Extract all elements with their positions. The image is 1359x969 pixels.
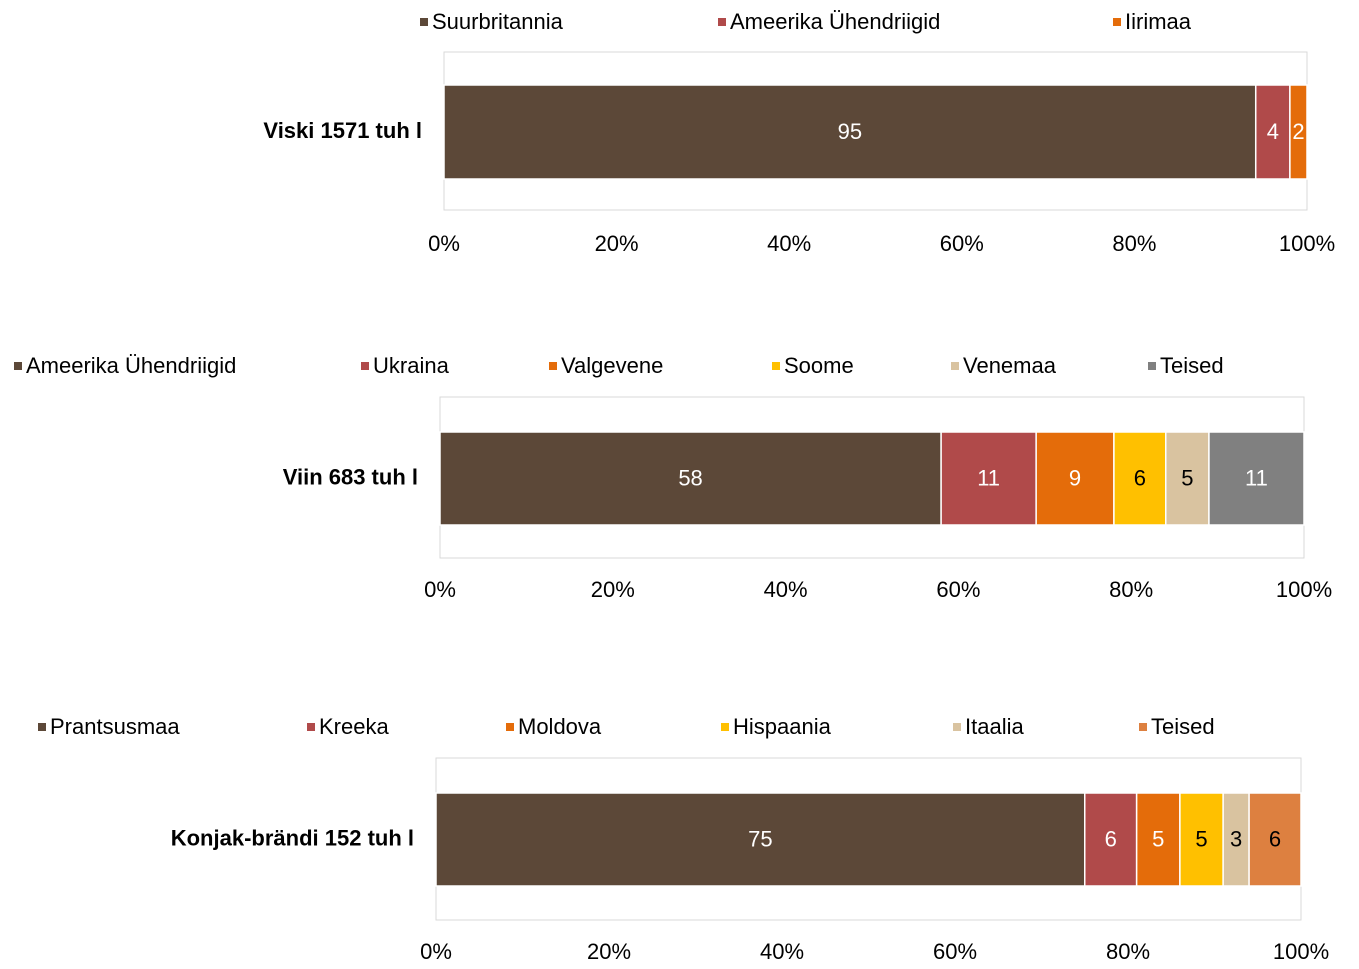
legend-label: Ameerika Ühendriigid <box>730 9 940 34</box>
data-label: 6 <box>1134 465 1146 490</box>
x-tick-label: 100% <box>1273 939 1329 964</box>
legend-label: Itaalia <box>965 714 1024 739</box>
x-tick-label: 100% <box>1276 577 1332 602</box>
category-label: Viin 683 tuh l <box>283 464 418 489</box>
legend-marker <box>772 362 780 370</box>
legend-marker <box>1148 362 1156 370</box>
x-tick-label: 20% <box>587 939 631 964</box>
legend-marker <box>721 723 729 731</box>
x-tick-label: 0% <box>420 939 452 964</box>
x-tick-label: 80% <box>1106 939 1150 964</box>
legend-marker <box>420 18 428 26</box>
legend-marker <box>953 723 961 731</box>
data-label: 9 <box>1069 465 1081 490</box>
bar-segment <box>1222 792 1250 887</box>
legend-label: Ukraina <box>373 353 450 378</box>
data-label: 11 <box>977 465 1000 490</box>
bar-segment <box>1248 792 1302 887</box>
x-tick-label: 40% <box>764 577 808 602</box>
bar-segment <box>439 431 942 526</box>
legend-marker <box>1113 18 1121 26</box>
x-tick-label: 40% <box>767 231 811 256</box>
legend-marker <box>14 362 22 370</box>
legend-marker <box>361 362 369 370</box>
legend-label: Hispaania <box>733 714 832 739</box>
legend-marker <box>718 18 726 26</box>
legend-label: Ameerika Ühendriigid <box>26 353 236 378</box>
bar-segment <box>1208 431 1305 526</box>
legend-label: Suurbritannia <box>432 9 564 34</box>
legend-label: Teised <box>1160 353 1224 378</box>
bar-segment <box>1113 431 1167 526</box>
category-label: Viski 1571 tuh l <box>263 118 422 143</box>
legend-label: Venemaa <box>963 353 1057 378</box>
legend-label: Iirimaa <box>1125 9 1192 34</box>
data-label: 6 <box>1269 826 1281 851</box>
data-label: 5 <box>1152 826 1164 851</box>
x-tick-label: 60% <box>933 939 977 964</box>
legend-label: Teised <box>1151 714 1215 739</box>
x-tick-label: 80% <box>1109 577 1153 602</box>
bar-segment <box>1165 431 1210 526</box>
x-tick-label: 60% <box>936 577 980 602</box>
data-label: 4 <box>1267 119 1279 144</box>
bar-segment <box>443 84 1257 180</box>
legend-label: Valgevene <box>561 353 663 378</box>
legend-label: Soome <box>784 353 854 378</box>
x-tick-label: 100% <box>1279 231 1335 256</box>
data-label: 5 <box>1181 465 1193 490</box>
data-label: 3 <box>1230 826 1242 851</box>
data-label: 11 <box>1245 465 1268 490</box>
bar-segment <box>1135 792 1181 887</box>
bar-segment <box>1254 84 1291 180</box>
x-tick-label: 20% <box>591 577 635 602</box>
legend-label: Moldova <box>518 714 602 739</box>
legend-marker <box>307 723 315 731</box>
x-tick-label: 0% <box>428 231 460 256</box>
data-label: 2 <box>1292 119 1304 144</box>
x-tick-label: 60% <box>940 231 984 256</box>
x-tick-label: 0% <box>424 577 456 602</box>
legend-marker <box>506 723 514 731</box>
data-label: 5 <box>1195 826 1207 851</box>
data-label: 75 <box>748 826 772 851</box>
data-label: 58 <box>678 465 702 490</box>
legend-marker <box>549 362 557 370</box>
legend-label: Prantsusmaa <box>50 714 180 739</box>
legend-marker <box>38 723 46 731</box>
category-label: Konjak-brändi 152 tuh l <box>171 825 414 850</box>
bar-segment <box>435 792 1086 887</box>
legend-label: Kreeka <box>319 714 389 739</box>
bar-segment <box>1289 84 1308 180</box>
data-label: 6 <box>1105 826 1117 851</box>
bar-segment <box>1035 431 1115 526</box>
x-tick-label: 40% <box>760 939 804 964</box>
legend-marker <box>1139 723 1147 731</box>
x-tick-label: 80% <box>1112 231 1156 256</box>
bar-segment <box>940 431 1037 526</box>
legend-marker <box>951 362 959 370</box>
data-label: 95 <box>838 119 862 144</box>
x-tick-label: 20% <box>595 231 639 256</box>
